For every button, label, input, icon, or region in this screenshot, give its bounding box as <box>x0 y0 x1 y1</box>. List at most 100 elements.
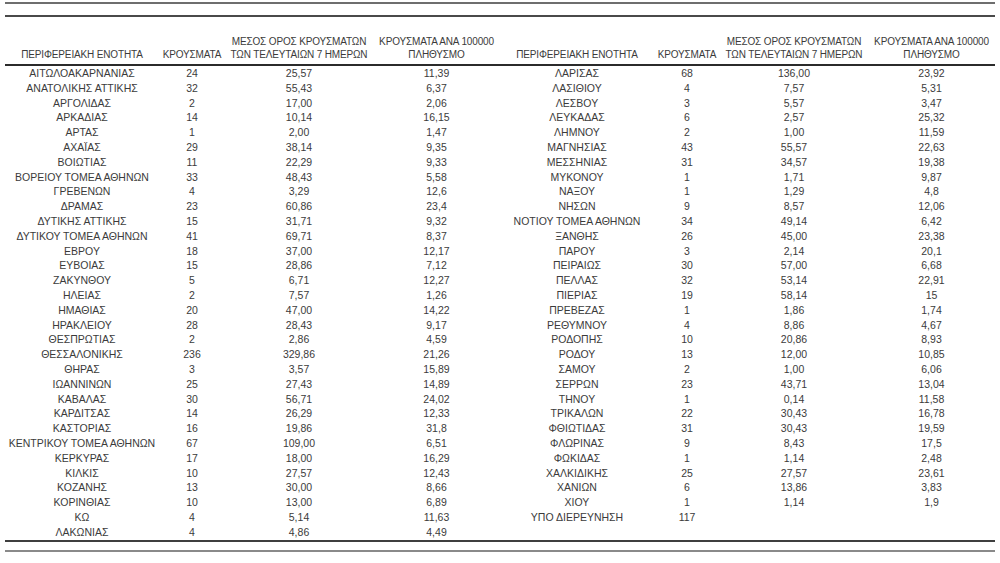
cell-avg7: 58,14 <box>720 288 868 303</box>
table-row: ΚΙΛΚΙΣ 10 27,57 12,43 ΧΑΛΚΙΔΙΚΗΣ 25 27,5… <box>5 466 995 481</box>
cell-cases: 15 <box>159 258 225 273</box>
table-row: ΑΙΤΩΛΟΑΚΑΡΝΑΝΙΑΣ 24 25,57 11,39 ΛΑΡΙΣΑΣ … <box>5 65 995 81</box>
cell-avg7: 31,71 <box>225 214 373 229</box>
cell-per100k: 16,15 <box>373 110 500 125</box>
cell-per100k: 21,26 <box>373 347 500 362</box>
cell-cases: 1 <box>654 495 720 510</box>
cell-per100k: 4,8 <box>868 184 995 199</box>
cell-per100k: 23,92 <box>868 65 995 81</box>
table-row: ΑΝΑΤΟΛΙΚΗΣ ΑΤΤΙΚΗΣ 32 55,43 6,37 ΛΑΣΙΘΙΟ… <box>5 81 995 96</box>
cell-region: ΚΙΛΚΙΣ <box>5 466 159 481</box>
cell-per100k: 12,6 <box>373 184 500 199</box>
cell-cases: 18 <box>159 244 225 259</box>
cases-table: ΠΕΡΙΦΕΡΕΙΑΚΗ ΕΝΟΤΗΤΑ ΚΡΟΥΣΜΑΤΑ ΜΕΣΟΣ ΟΡΟ… <box>5 17 995 542</box>
cell-avg7: 12,00 <box>720 347 868 362</box>
cell-region: ΑΙΤΩΛΟΑΚΑΡΝΑΝΙΑΣ <box>5 65 159 81</box>
cell-cases: 4 <box>159 510 225 525</box>
cell-per100k: 6,06 <box>868 362 995 377</box>
cell-region: ΕΒΡΟΥ <box>5 244 159 259</box>
cell-region: ΑΡΓΟΛΙΔΑΣ <box>5 96 159 111</box>
cell-region: ΚΑΡΔΙΤΣΑΣ <box>5 406 159 421</box>
cell-cases: 16 <box>159 421 225 436</box>
cell-avg7: 8,57 <box>720 199 868 214</box>
cell-region: ΘΗΡΑΣ <box>5 362 159 377</box>
cell-cases: 22 <box>654 406 720 421</box>
col-header-cases-right: ΚΡΟΥΣΜΑΤΑ <box>654 17 720 65</box>
col-header-cases-left: ΚΡΟΥΣΜΑΤΑ <box>159 17 225 65</box>
cell-per100k: 23,38 <box>868 229 995 244</box>
cell-cases: 2 <box>654 125 720 140</box>
cell-region: ΛΕΥΚΑΔΑΣ <box>500 110 654 125</box>
cell-avg7: 34,57 <box>720 155 868 170</box>
cell-avg7: 5,14 <box>225 510 373 525</box>
cell-region: ΝΗΣΩΝ <box>500 199 654 214</box>
cell-region: ΗΜΑΘΙΑΣ <box>5 303 159 318</box>
table-row: ΔΡΑΜΑΣ 23 60,86 23,4 ΝΗΣΩΝ 9 8,57 12,06 <box>5 199 995 214</box>
table-row: ΘΗΡΑΣ 3 3,57 15,89 ΣΑΜΟΥ 2 1,00 6,06 <box>5 362 995 377</box>
cell-avg7: 18,00 <box>225 451 373 466</box>
cell-avg7: 2,00 <box>225 125 373 140</box>
cell-avg7: 27,57 <box>720 466 868 481</box>
cell-per100k: 12,17 <box>373 244 500 259</box>
cell-avg7: 47,00 <box>225 303 373 318</box>
cell-cases: 6 <box>654 110 720 125</box>
cell-avg7: 2,86 <box>225 332 373 347</box>
cell-cases: 24 <box>159 65 225 81</box>
cell-avg7: 8,43 <box>720 436 868 451</box>
cell-region: ΦΘΙΩΤΙΔΑΣ <box>500 421 654 436</box>
col-header-region-right: ΠΕΡΙΦΕΡΕΙΑΚΗ ΕΝΟΤΗΤΑ <box>500 17 654 65</box>
cell-region: ΠΑΡΟΥ <box>500 244 654 259</box>
cell-per100k: 11,58 <box>868 392 995 407</box>
table-row: ΙΩΑΝΝΙΝΩΝ 25 27,43 14,89 ΣΕΡΡΩΝ 23 43,71… <box>5 377 995 392</box>
cell-per100k: 3,47 <box>868 96 995 111</box>
table-row: ΘΕΣΠΡΩΤΙΑΣ 2 2,86 4,59 ΡΟΔΟΠΗΣ 10 20,86 … <box>5 332 995 347</box>
cell-avg7: 3,57 <box>225 362 373 377</box>
table-row: ΕΒΡΟΥ 18 37,00 12,17 ΠΑΡΟΥ 3 2,14 20,1 <box>5 244 995 259</box>
cell-cases: 15 <box>159 214 225 229</box>
cell-region: ΚΟΖΑΝΗΣ <box>5 480 159 495</box>
cell-region: ΒΟΡΕΙΟΥ ΤΟΜΕΑ ΑΘΗΝΩΝ <box>5 170 159 185</box>
cell-cases: 30 <box>654 258 720 273</box>
cell-region: ΓΡΕΒΕΝΩΝ <box>5 184 159 199</box>
cell-avg7: 30,43 <box>720 406 868 421</box>
cell-per100k: 19,59 <box>868 421 995 436</box>
cell-region: ΚΕΡΚΥΡΑΣ <box>5 451 159 466</box>
cell-region: ΙΩΑΝΝΙΝΩΝ <box>5 377 159 392</box>
cell-cases: 32 <box>654 273 720 288</box>
cell-region: ΖΑΚΥΝΘΟΥ <box>5 273 159 288</box>
cell-avg7: 55,43 <box>225 81 373 96</box>
cell-region: ΝΑΞΟΥ <box>500 184 654 199</box>
cell-per100k: 5,31 <box>868 81 995 96</box>
cell-avg7: 13,00 <box>225 495 373 510</box>
table-row: ΑΡΤΑΣ 1 2,00 1,47 ΛΗΜΝΟΥ 2 1,00 11,59 <box>5 125 995 140</box>
cell-region: ΦΩΚΙΔΑΣ <box>500 451 654 466</box>
cell-per100k: 22,63 <box>868 140 995 155</box>
cell-avg7: 3,29 <box>225 184 373 199</box>
cell-cases: 1 <box>159 125 225 140</box>
header-row: ΠΕΡΙΦΕΡΕΙΑΚΗ ΕΝΟΤΗΤΑ ΚΡΟΥΣΜΑΤΑ ΜΕΣΟΣ ΟΡΟ… <box>5 17 995 65</box>
cell-region: ΑΧΑΪΑΣ <box>5 140 159 155</box>
cell-region: ΤΡΙΚΑΛΩΝ <box>500 406 654 421</box>
cell-per100k: 9,87 <box>868 170 995 185</box>
cell-cases: 4 <box>159 525 225 541</box>
cell-cases: 11 <box>159 155 225 170</box>
table-row: ΚΟΖΑΝΗΣ 13 30,00 8,66 ΧΑΝΙΩΝ 6 13,86 3,8… <box>5 480 995 495</box>
cell-region: ΗΡΑΚΛΕΙΟΥ <box>5 318 159 333</box>
table-row: ΚΕΝΤΡΙΚΟΥ ΤΟΜΕΑ ΑΘΗΝΩΝ 67 109,00 6,51 ΦΛ… <box>5 436 995 451</box>
cell-cases: 29 <box>159 140 225 155</box>
table-row: ΚΑΡΔΙΤΣΑΣ 14 26,29 12,33 ΤΡΙΚΑΛΩΝ 22 30,… <box>5 406 995 421</box>
cell-cases: 32 <box>159 81 225 96</box>
col-header-per100k-left: ΚΡΟΥΣΜΑΤΑ ΑΝΑ 100000 ΠΛΗΘΥΣΜΟ <box>373 17 500 65</box>
cell-per100k: 14,89 <box>373 377 500 392</box>
cell-cases: 43 <box>654 140 720 155</box>
cell-avg7: 136,00 <box>720 65 868 81</box>
cell-per100k: 9,32 <box>373 214 500 229</box>
table-row: ΔΥΤΙΚΗΣ ΑΤΤΙΚΗΣ 15 31,71 9,32 ΝΟΤΙΟΥ ΤΟΜ… <box>5 214 995 229</box>
cell-cases: 25 <box>159 377 225 392</box>
cell-per100k: 14,22 <box>373 303 500 318</box>
cell-cases: 1 <box>654 170 720 185</box>
cell-region: ΡΟΔΟΠΗΣ <box>500 332 654 347</box>
cell-per100k: 12,27 <box>373 273 500 288</box>
cell-region: ΒΟΙΩΤΙΑΣ <box>5 155 159 170</box>
table-row: ΔΥΤΙΚΟΥ ΤΟΜΕΑ ΑΘΗΝΩΝ 41 69,71 8,37 ΞΑΝΘΗ… <box>5 229 995 244</box>
